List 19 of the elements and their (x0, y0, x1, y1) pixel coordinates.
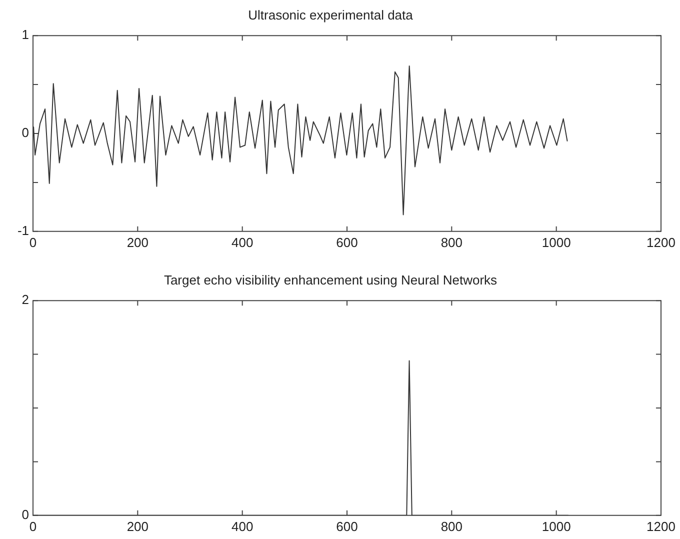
x-tick-label: 800 (440, 234, 463, 250)
y-tick-label: -1 (17, 222, 29, 238)
y-tick-label: 2 (22, 292, 29, 308)
chart-title: Ultrasonic experimental data (248, 7, 414, 22)
x-tick-label: 1000 (542, 234, 571, 250)
y-tick-label: 1 (22, 27, 29, 42)
x-tick-label: 800 (440, 518, 463, 534)
x-tick-label: 600 (336, 234, 358, 250)
y-tick-label: 0 (22, 125, 29, 140)
x-tick-label: 400 (231, 518, 254, 534)
y-tick-label: 0 (22, 506, 29, 522)
x-tick-label: 600 (336, 518, 358, 534)
x-tick-label: 1200 (646, 234, 676, 250)
x-tick-label: 1200 (646, 518, 676, 534)
chart-title: Target echo visibility enhancement using Neural Networks (164, 272, 498, 288)
x-tick-label: 200 (126, 234, 149, 250)
x-tick-label: 1000 (542, 518, 571, 534)
x-tick-label: 200 (126, 518, 149, 534)
x-tick-label: 400 (231, 234, 254, 250)
